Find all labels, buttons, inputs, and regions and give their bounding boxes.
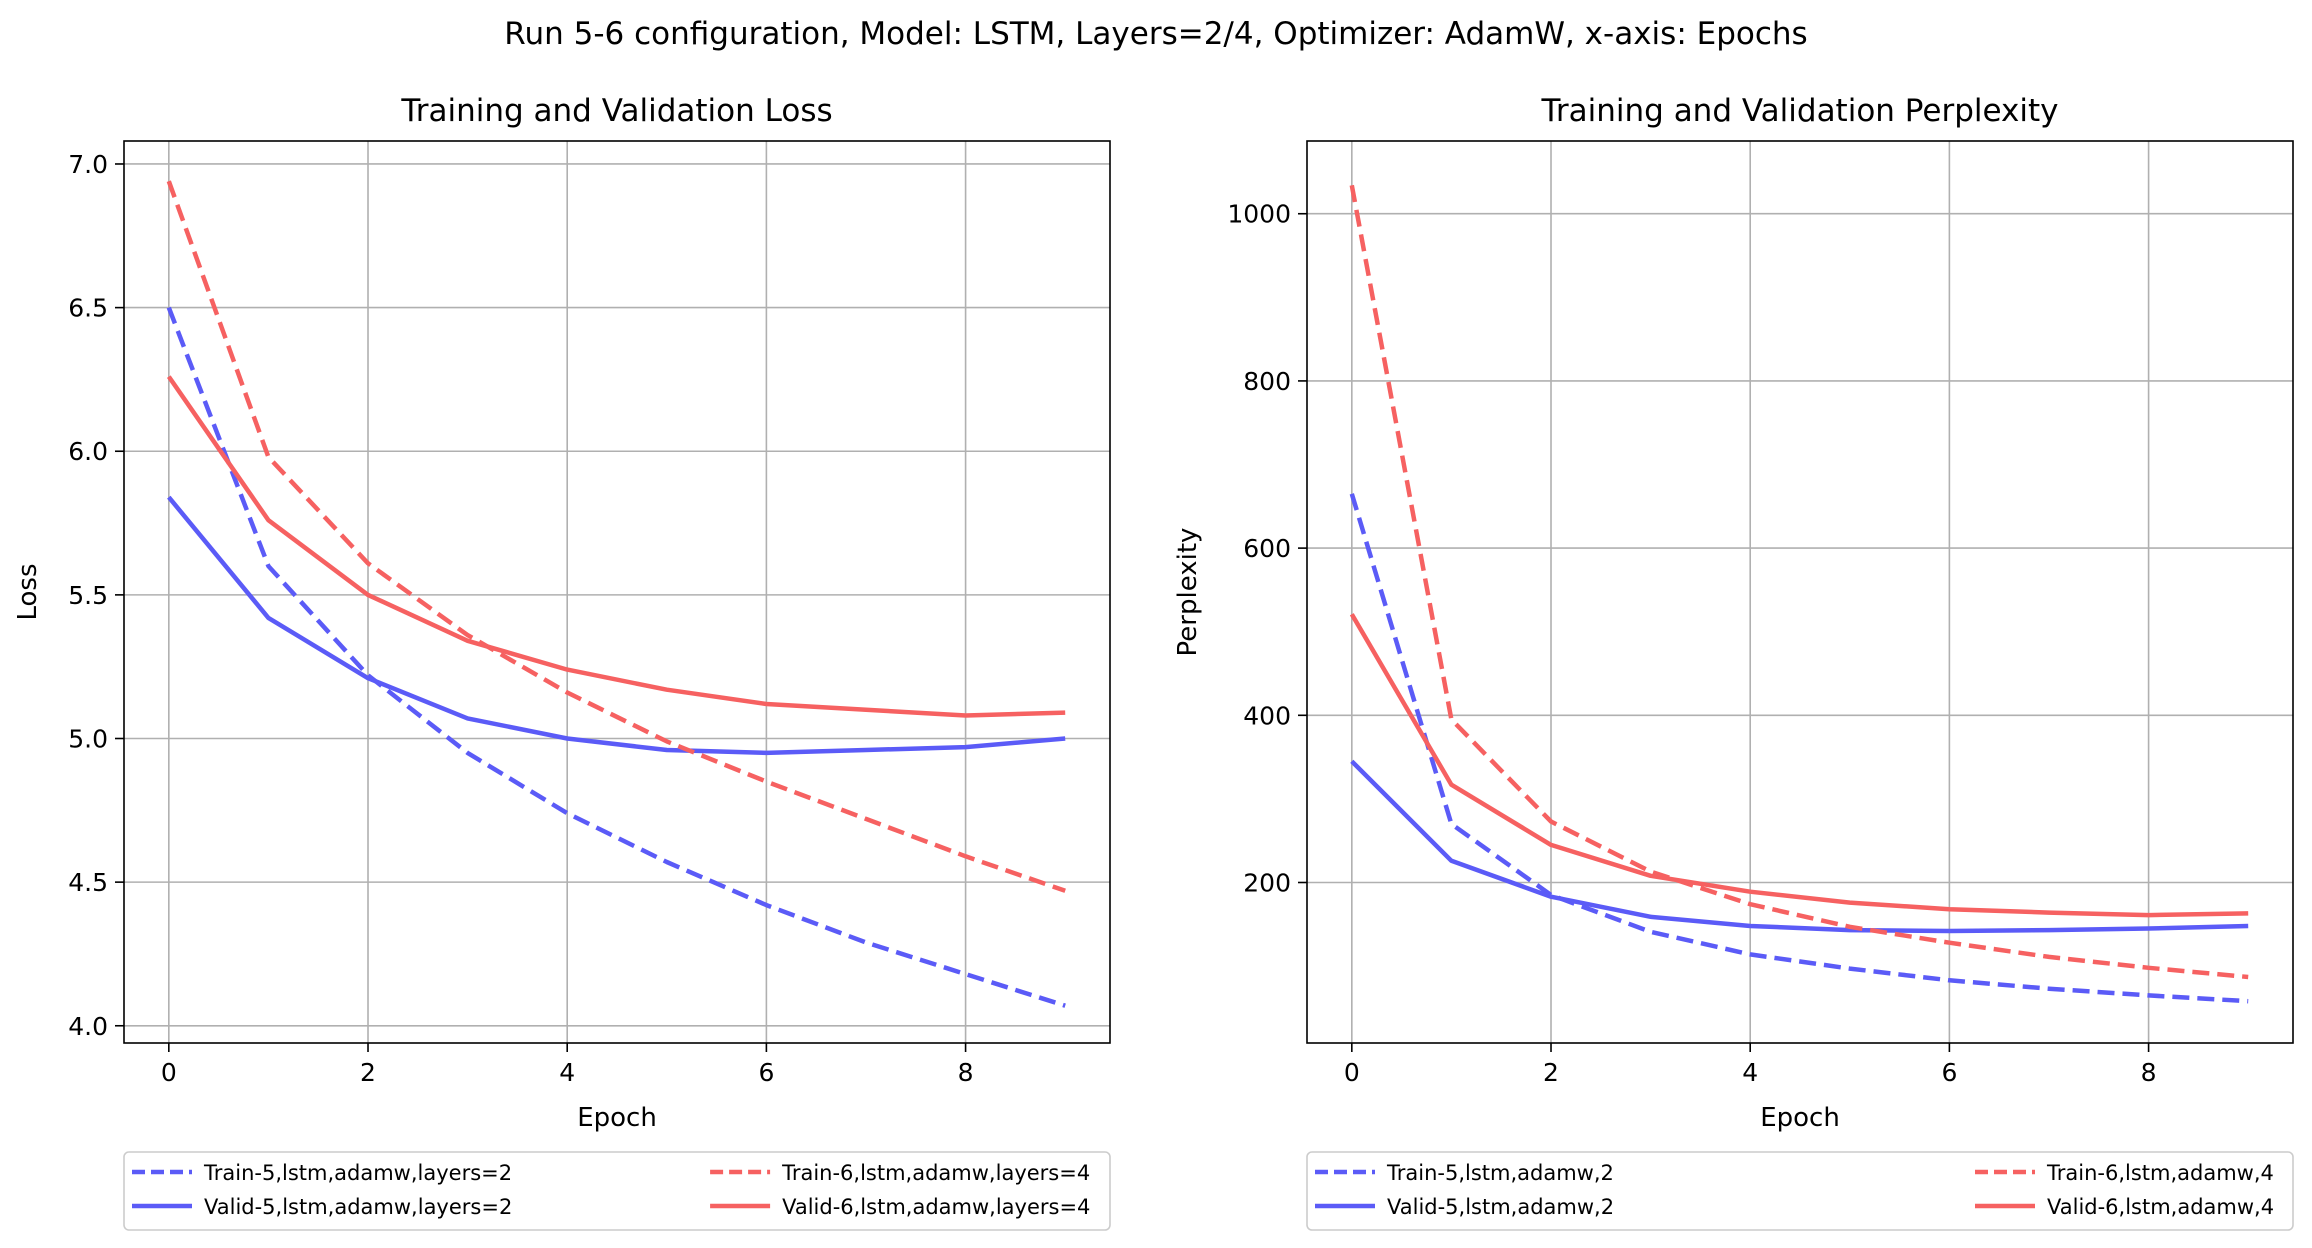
legend-entry-label: Valid-5,lstm,adamw,layers=2: [204, 1195, 512, 1219]
x-axis-label: Epoch: [577, 1103, 657, 1133]
y-tick-label: 200: [1243, 868, 1291, 897]
y-tick-label: 6.0: [68, 437, 108, 466]
figure-suptitle: Run 5-6 configuration, Model: LSTM, Laye…: [504, 16, 1807, 52]
x-tick-label: 8: [958, 1058, 974, 1087]
legend-frame: [123, 1151, 1111, 1231]
y-tick-label: 1000: [1227, 200, 1291, 229]
series-line-Train-6,lstm,adamw,4: [1349, 184, 2249, 980]
perplexity-chart-panel: Training and Validation Perplexity 0 2 4 6 8 2…: [1173, 93, 2294, 1231]
x-tick-label: 0: [161, 1058, 177, 1087]
series-lines: [1349, 184, 2249, 1004]
y-tick-label: 400: [1243, 701, 1291, 730]
x-tick-label: 4: [1742, 1058, 1758, 1087]
chart-title: Training and Validation Perplexity: [1541, 93, 2059, 129]
x-axis-label: Epoch: [1760, 1103, 1840, 1133]
y-tick-label: 6.5: [68, 294, 108, 323]
y-tick-label: 5.0: [68, 725, 108, 754]
legend-entry-label: Train-5,lstm,adamw,layers=2: [203, 1161, 512, 1185]
legend-entry-label: Train-5,lstm,adamw,2: [1386, 1161, 1614, 1185]
x-tick-label: 4: [559, 1058, 575, 1087]
legend-entry-label: Valid-6,lstm,adamw,layers=4: [782, 1195, 1090, 1219]
loss-chart-panel: Training and Validation Loss 0 2 4 6 8 4.0 4.5 5…: [13, 93, 1111, 1231]
legend: Train-5,lstm,adamw,2 Valid-5,lstm,adamw,2…: [1306, 1151, 2294, 1231]
y-tick-label: 600: [1243, 534, 1291, 563]
series-line-Valid-6,lstm,adamw,layers=4: [166, 375, 1066, 718]
legend: Train-5,lstm,adamw,layers=2 Valid-5,lstm,…: [123, 1151, 1111, 1231]
chart-title: Training and Validation Loss: [400, 93, 832, 129]
x-tick-label: 8: [2141, 1058, 2157, 1087]
series-lines: [166, 180, 1066, 1008]
x-tick-label: 6: [758, 1058, 774, 1087]
x-tick-label: 0: [1344, 1058, 1360, 1087]
y-axis-label: Perplexity: [1173, 528, 1203, 657]
x-tick-label: 6: [1941, 1058, 1957, 1087]
legend-entry-label: Valid-6,lstm,adamw,4: [2047, 1195, 2274, 1219]
legend-entry-label: Valid-5,lstm,adamw,2: [1387, 1195, 1614, 1219]
legend-entry-label: Train-6,lstm,adamw,4: [2046, 1161, 2274, 1185]
series-line-Valid-6,lstm,adamw,4: [1349, 613, 2249, 918]
axes-frame: [1306, 140, 2294, 1044]
y-tick-label: 7.0: [68, 150, 108, 179]
series-line-Train-5,lstm,adamw,2: [1349, 493, 2249, 1004]
series-line-Valid-5,lstm,adamw,2: [1350, 759, 2249, 934]
y-tick-label: 4.5: [68, 868, 108, 897]
y-tick-label: 800: [1243, 367, 1291, 396]
x-tick-label: 2: [360, 1058, 376, 1087]
y-axis-label: Loss: [13, 563, 43, 620]
x-tick-label: 2: [1543, 1058, 1559, 1087]
axes-frame: [123, 140, 1111, 1044]
series-line-Valid-5,lstm,adamw,layers=2: [167, 495, 1066, 756]
legend-entry-label: Train-6,lstm,adamw,layers=4: [781, 1161, 1090, 1185]
series-line-Train-5,lstm,adamw,layers=2: [166, 306, 1066, 1008]
legend-frame: [1306, 1151, 2294, 1231]
y-tick-label: 5.5: [68, 581, 108, 610]
y-tick-label: 4.0: [68, 1012, 108, 1041]
series-line-Train-6,lstm,adamw,layers=4: [166, 180, 1066, 893]
